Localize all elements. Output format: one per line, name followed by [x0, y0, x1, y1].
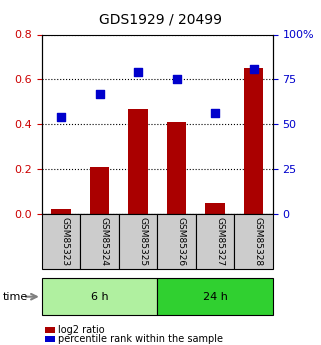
Text: GSM85324: GSM85324 [100, 217, 108, 266]
Text: GSM85328: GSM85328 [254, 217, 263, 266]
Bar [167, 122, 186, 214]
Bar [45, 336, 55, 342]
Text: log2 ratio: log2 ratio [58, 325, 104, 335]
Point [251, 66, 256, 71]
FancyBboxPatch shape [196, 214, 234, 269]
Point [213, 111, 218, 116]
Text: GDS1929 / 20499: GDS1929 / 20499 [99, 12, 222, 26]
FancyBboxPatch shape [157, 214, 196, 269]
FancyBboxPatch shape [42, 278, 157, 315]
Text: GSM85326: GSM85326 [177, 217, 186, 266]
Text: 6 h: 6 h [91, 292, 108, 302]
FancyBboxPatch shape [119, 214, 157, 269]
Text: GSM85323: GSM85323 [61, 217, 70, 266]
Point [174, 77, 179, 82]
Text: 24 h: 24 h [203, 292, 228, 302]
Bar [45, 327, 55, 333]
Point [58, 114, 64, 120]
Bar [51, 209, 71, 214]
Point [97, 91, 102, 97]
Bar [90, 167, 109, 214]
Bar [205, 203, 225, 214]
Text: GSM85325: GSM85325 [138, 217, 147, 266]
FancyBboxPatch shape [157, 278, 273, 315]
Text: percentile rank within the sample: percentile rank within the sample [58, 334, 223, 344]
FancyBboxPatch shape [234, 214, 273, 269]
Bar [128, 108, 148, 214]
FancyBboxPatch shape [80, 214, 119, 269]
Text: GSM85327: GSM85327 [215, 217, 224, 266]
Bar [244, 68, 263, 214]
Text: time: time [3, 292, 29, 302]
FancyBboxPatch shape [42, 214, 80, 269]
Point [135, 69, 141, 75]
